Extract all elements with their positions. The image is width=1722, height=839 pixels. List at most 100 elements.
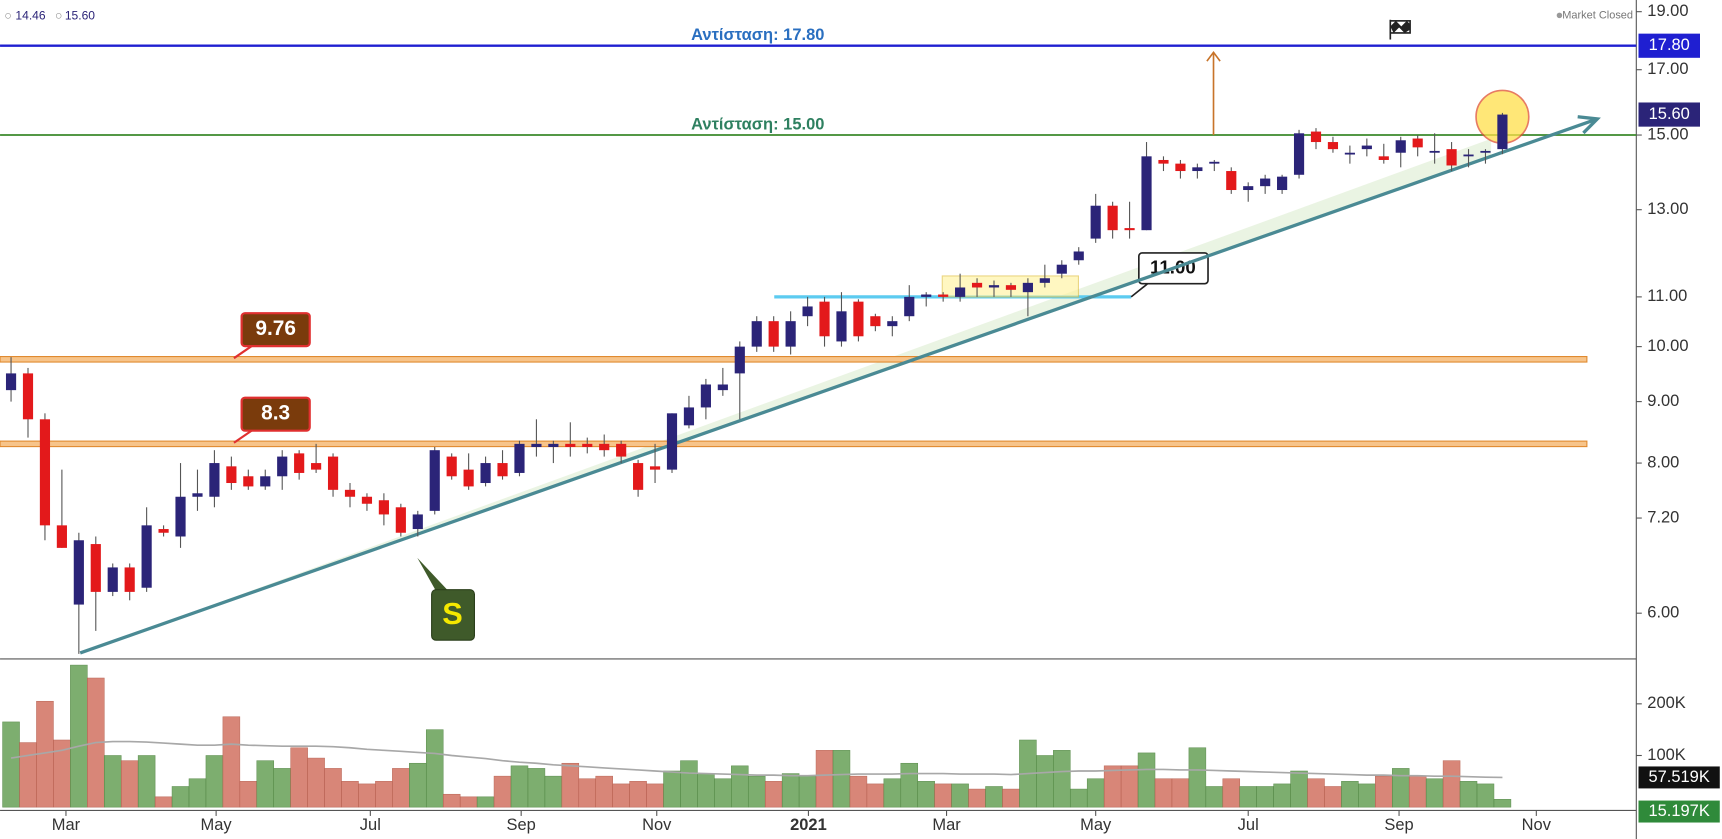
candle-body: [1192, 167, 1203, 172]
candle-body: [260, 476, 271, 487]
candle-body: [1158, 159, 1169, 164]
volume-bar: [646, 783, 664, 808]
market-status: Market Closed: [1562, 9, 1633, 21]
axis-volume-box: [1638, 766, 1720, 789]
candle-body: [22, 373, 34, 420]
volume-bar: [561, 762, 580, 808]
candle-body: [39, 419, 51, 526]
header-value: 14.46: [15, 9, 45, 23]
volume-tick-label: 200K: [1647, 694, 1685, 712]
volume-bar: [1459, 781, 1478, 808]
candle-body: [497, 463, 508, 477]
candle-body: [1412, 138, 1423, 148]
volume-bar: [1273, 783, 1291, 808]
candle-body: [73, 540, 84, 605]
volume-bar: [934, 783, 952, 808]
x-tick-label: Nov: [642, 816, 672, 834]
candle-body: [1293, 133, 1305, 175]
candle-body: [666, 413, 678, 470]
volume-bar: [273, 768, 291, 808]
candle-body: [514, 443, 525, 473]
candle-body: [1395, 140, 1406, 153]
candle-body: [870, 316, 881, 327]
volume-bar: [1476, 783, 1495, 808]
volume-bar: [493, 775, 512, 808]
candle-body: [1090, 205, 1101, 239]
volume-bar: [510, 765, 529, 808]
volume-bar: [629, 781, 647, 808]
y-tick-label: 19.00: [1647, 2, 1688, 20]
volume-ma-line: [10, 740, 1503, 779]
volume-bar: [1053, 750, 1071, 808]
volume-bar: [459, 796, 478, 808]
candle-body: [1310, 131, 1322, 143]
volume-bar: [1154, 778, 1173, 808]
volume-bar: [1188, 747, 1207, 808]
trend-label: S: [442, 596, 463, 631]
axis-price-label: 17.80: [1649, 36, 1690, 54]
y-tick-label: 10.00: [1647, 337, 1688, 355]
x-tick-label: Jul: [1238, 816, 1259, 834]
volume-bar: [815, 750, 834, 808]
candle-body: [853, 301, 864, 337]
volume-bar: [188, 778, 207, 808]
candle-body: [226, 466, 237, 484]
candle-body: [158, 529, 169, 533]
candle-body: [938, 294, 949, 297]
y-tick-label: 6.00: [1647, 604, 1679, 622]
candle-body: [1446, 149, 1457, 166]
candle-body: [107, 567, 118, 592]
candle-body: [1107, 205, 1118, 231]
x-tick-label: May: [1080, 816, 1112, 834]
candle-body: [5, 373, 17, 391]
candle-body: [294, 453, 305, 473]
header-value: 15.60: [65, 9, 95, 23]
volume-bar: [697, 773, 715, 808]
level-label-box: [240, 312, 311, 348]
candle-body: [1005, 285, 1017, 290]
volume-bar: [476, 796, 495, 808]
volume-bar: [1069, 788, 1088, 808]
candle-body: [395, 507, 406, 533]
support-band: [0, 440, 1588, 448]
candle-body: [344, 489, 356, 497]
candle-body: [683, 407, 695, 426]
x-tick-label: Sep: [1384, 816, 1413, 834]
volume-bar: [341, 781, 359, 808]
resistance-text: Αντίσταση: 17.80: [691, 26, 824, 44]
candle-body: [1073, 251, 1084, 261]
candle-body: [887, 321, 898, 327]
candle-body: [751, 321, 762, 347]
candle-body: [378, 500, 389, 515]
trendline-arrow-head: [1577, 115, 1601, 135]
candle-body: [1209, 161, 1220, 164]
x-tick-label: Mar: [52, 816, 81, 834]
candle-body: [1056, 264, 1067, 274]
volume-tick-label: 100K: [1647, 746, 1685, 764]
volume-bar: [832, 750, 851, 808]
volume-bar: [103, 755, 122, 808]
volume-bar: [120, 760, 139, 808]
volume-bar: [798, 775, 817, 808]
x-tick-label: Sep: [507, 816, 536, 834]
volume-bar: [578, 778, 597, 808]
volume-bar: [154, 796, 173, 808]
volume-bar: [714, 778, 732, 808]
volume-bar: [1493, 799, 1512, 808]
candle-body: [327, 456, 339, 490]
volume-bar: [900, 762, 919, 808]
candle-body: [1226, 171, 1237, 191]
volume-bar: [849, 775, 868, 808]
candle-body: [412, 514, 423, 530]
candle-body: [480, 463, 491, 484]
volume-bar: [425, 729, 444, 808]
axis-volume-box: [1638, 800, 1720, 823]
x-tick-label: Mar: [932, 816, 961, 834]
candle-body: [836, 311, 847, 342]
candle-body: [1344, 152, 1355, 155]
volume-bar: [595, 775, 613, 808]
candle-body: [1429, 150, 1440, 153]
volume-bar: [1222, 778, 1241, 808]
volume-bar: [70, 664, 88, 808]
